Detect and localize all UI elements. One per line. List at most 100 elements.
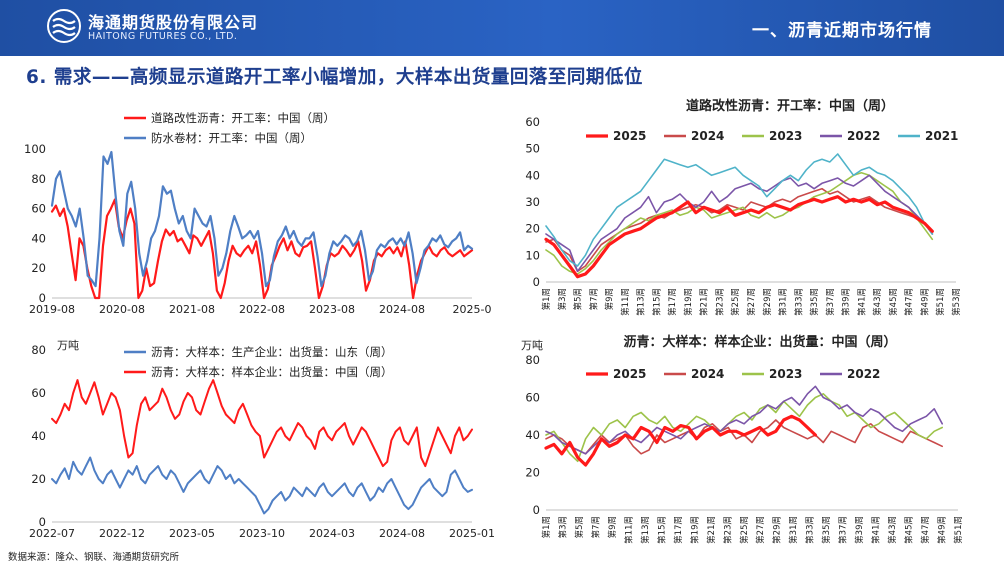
legend-label: 2025 xyxy=(613,367,646,381)
x-tick-label: 第35周 xyxy=(821,516,832,544)
x-tick-label: 第7周 xyxy=(588,288,599,310)
x-tick-label: 第37周 xyxy=(838,516,849,544)
x-tick-label: 第21周 xyxy=(699,288,710,316)
y-tick-label: 0 xyxy=(533,503,540,517)
x-tick-label: 第9周 xyxy=(607,516,618,538)
series-line-2023 xyxy=(545,392,944,463)
y-axis-unit-label: 万吨 xyxy=(521,339,543,352)
x-tick-label: 2025-0 xyxy=(453,303,492,316)
x-tick-label: 2025-01 xyxy=(449,527,495,540)
series-line-2024 xyxy=(545,419,944,455)
x-tick-label: 第29周 xyxy=(772,516,783,544)
x-tick-label: 第49周 xyxy=(937,516,948,544)
x-tick-label: 第9周 xyxy=(604,288,615,310)
series-line-沥青：大样本：生产企业：出货量：山东（周） xyxy=(51,456,473,515)
x-tick-label: 第29周 xyxy=(762,288,773,316)
y-tick-label: 50 xyxy=(525,142,540,156)
x-tick-label: 第11周 xyxy=(620,288,631,316)
x-tick-label: 第37周 xyxy=(825,288,836,316)
x-tick-label: 第53周 xyxy=(951,288,962,316)
y-tick-label: 0 xyxy=(533,275,540,289)
series-line-2021 xyxy=(545,153,934,267)
x-tick-label: 2022-07 xyxy=(29,527,75,540)
y-tick-label: 30 xyxy=(525,195,540,209)
x-tick-label: 第13周 xyxy=(636,288,647,316)
x-tick-label: 第51周 xyxy=(953,516,964,544)
y-axis-unit-label: 万吨 xyxy=(57,339,79,352)
chart-road-asphalt-vs-waterproof: 0 20 40 60 80 100 2019-08 2020-08 2021-08 2022-08… xyxy=(24,111,491,316)
x-tick-label: 第41周 xyxy=(871,516,882,544)
x-tick-label: 第39周 xyxy=(854,516,865,544)
x-tick-label: 第51周 xyxy=(935,288,946,316)
x-tick-label: 第31周 xyxy=(778,288,789,316)
company-name-cn: 海通期货股份有限公司 xyxy=(88,13,259,32)
legend-label: 2022 xyxy=(847,129,880,143)
chart-title: 沥青：大样本：样本企业：出货量：中国（周） xyxy=(623,334,896,350)
x-tick-label: 第35周 xyxy=(809,288,820,316)
legend-label: 2024 xyxy=(691,367,724,381)
x-tick-label: 第3周 xyxy=(557,288,568,310)
x-tick-label: 第15周 xyxy=(656,516,667,544)
y-tick-label: 0 xyxy=(39,291,46,305)
x-tick-label: 2024-03 xyxy=(309,527,355,540)
x-tick-label: 第5周 xyxy=(574,516,585,538)
y-tick-label: 60 xyxy=(525,115,540,129)
y-tick-label: 60 xyxy=(31,202,46,216)
legend-label: 2025 xyxy=(613,129,646,143)
x-tick-label: 第47周 xyxy=(920,516,931,544)
x-tick-label: 第5周 xyxy=(573,288,584,310)
series-line-2023 xyxy=(545,171,934,275)
y-tick-label: 80 xyxy=(525,353,540,367)
series-line-2025 xyxy=(544,195,934,279)
x-tick-label: 第19周 xyxy=(689,516,700,544)
x-tick-label: 第25周 xyxy=(739,516,750,544)
x-tick-label: 2024-08 xyxy=(379,303,425,316)
x-tick-label: 2023-10 xyxy=(239,527,285,540)
legend-label: 2021 xyxy=(925,129,958,143)
x-tick-label: 第17周 xyxy=(667,288,678,316)
x-tick-label: 2019-08 xyxy=(29,303,75,316)
x-tick-label: 第19周 xyxy=(683,288,694,316)
x-tick-label: 第21周 xyxy=(706,516,717,544)
x-tick-label: 第13周 xyxy=(640,516,651,544)
legend-label: 道路改性沥青：开工率：中国（周） xyxy=(151,111,335,125)
x-tick-label: 第27周 xyxy=(746,288,757,316)
y-tick-label: 100 xyxy=(24,142,46,156)
x-tick-label: 2022-12 xyxy=(99,527,145,540)
x-tick-label: 第1周 xyxy=(541,288,552,310)
y-tick-label: 20 xyxy=(31,261,46,275)
legend-label: 2023 xyxy=(769,367,802,381)
x-tick-label: 第23周 xyxy=(714,288,725,316)
page-title: 6. 需求——高频显示道路开工率小幅增加，大样本出货量回落至同期低位 xyxy=(26,67,643,88)
y-tick-label: 10 xyxy=(525,248,540,262)
haitong-logo-icon xyxy=(47,9,81,43)
y-tick-label: 40 xyxy=(31,429,46,443)
y-tick-label: 80 xyxy=(31,172,46,186)
x-tick-label: 第33周 xyxy=(805,516,816,544)
x-tick-label: 第27周 xyxy=(755,516,766,544)
series-line-道路改性沥青：开工率：中国（周） xyxy=(50,198,474,300)
x-tick-label: 2023-08 xyxy=(309,303,355,316)
y-tick-label: 80 xyxy=(31,343,46,357)
x-tick-label: 第15周 xyxy=(651,288,662,316)
y-tick-label: 20 xyxy=(525,466,540,480)
chart-road-asphalt-weekly-rate: 道路改性沥青：开工率：中国（周） 0 10 20 30 40 50 60 第1周 第3周 第5周 第7… xyxy=(525,98,962,316)
x-tick-label: 第7周 xyxy=(590,516,601,538)
x-tick-label: 第11周 xyxy=(623,516,634,544)
x-tick-label: 2024-08 xyxy=(379,527,425,540)
x-tick-label: 2021-08 xyxy=(169,303,215,316)
y-tick-label: 60 xyxy=(31,386,46,400)
header-bar: 海通期货股份有限公司 HAITONG FUTURES CO., LTD. 一、沥… xyxy=(0,0,1004,56)
legend-label: 沥青：大样本：样本企业：出货量：中国（周） xyxy=(151,365,393,379)
x-tick-label: 第47周 xyxy=(904,288,915,316)
y-tick-label: 20 xyxy=(31,472,46,486)
data-source-note: 数据来源：隆众、钢联、海通期货研究所 xyxy=(8,552,180,563)
x-tick-label: 第33周 xyxy=(793,288,804,316)
series-line-防水卷材：开工率：中国（周） xyxy=(50,150,474,288)
x-tick-label: 第45周 xyxy=(888,288,899,316)
x-tick-label: 第43周 xyxy=(887,516,898,544)
y-tick-label: 0 xyxy=(39,515,46,529)
series-line-2025 xyxy=(544,414,817,467)
legend-label: 2023 xyxy=(769,129,802,143)
